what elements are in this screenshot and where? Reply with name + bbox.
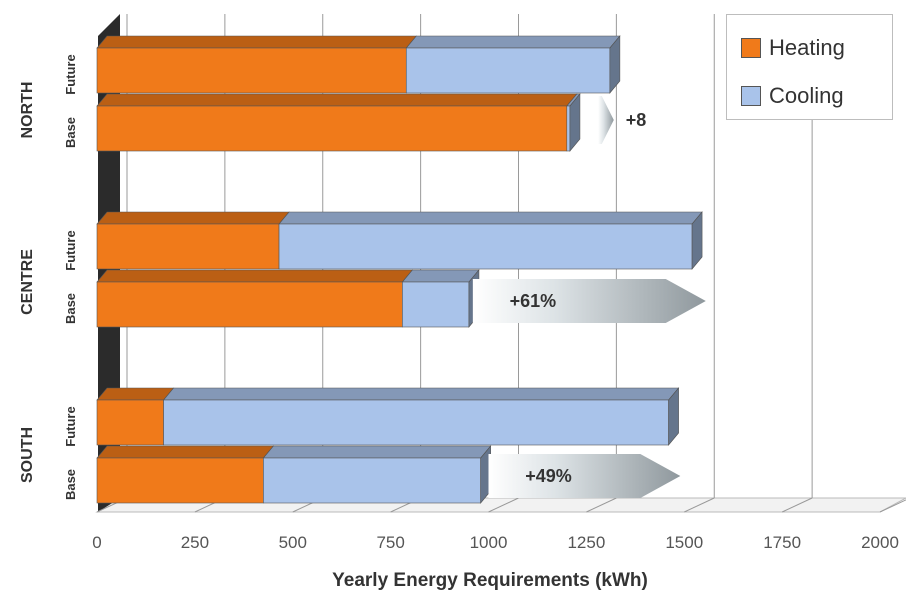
- bar-top-heating: [96, 269, 414, 283]
- legend: Heating Cooling: [726, 14, 893, 120]
- bar-top-heating: [96, 445, 275, 459]
- bar-top-cooling: [405, 35, 621, 49]
- bar-cooling: [566, 105, 571, 152]
- tick-label-x: 750: [376, 533, 404, 552]
- legend-label-cooling: Cooling: [769, 83, 844, 108]
- bar-label: Future: [63, 54, 78, 94]
- bar-label: Base: [63, 117, 78, 148]
- tick-label-x: 1750: [763, 533, 801, 552]
- bar-label: Future: [63, 406, 78, 446]
- bar-top-heating: [96, 387, 175, 401]
- gridline-floor: [879, 499, 906, 513]
- tick-label-x: 0: [92, 533, 101, 552]
- bar-side: [668, 387, 679, 446]
- bar-top-heating: [96, 93, 578, 107]
- bar-heating: [96, 457, 264, 504]
- bar-heating: [96, 399, 164, 446]
- bar-heating: [96, 47, 407, 94]
- group-label: CENTRE: [19, 249, 36, 315]
- bar-label: Base: [63, 293, 78, 324]
- bar-top-heating: [96, 211, 290, 225]
- tick-label-x: 1000: [470, 533, 508, 552]
- bar-side: [609, 35, 621, 94]
- bar-cooling: [278, 223, 693, 270]
- bar-cooling: [402, 281, 470, 328]
- bar-layer: [96, 35, 703, 504]
- annotation-arrow: [488, 454, 681, 498]
- bar-top-cooling: [162, 387, 680, 401]
- annotation-label: +61%: [510, 291, 557, 311]
- legend-item-cooling: Cooling: [741, 83, 844, 109]
- group-label: SOUTH: [19, 427, 36, 483]
- bar-top-cooling: [278, 211, 703, 225]
- bar-cooling: [405, 47, 611, 94]
- group-label: NORTH: [19, 82, 36, 139]
- tick-label-x: 1500: [665, 533, 703, 552]
- bar-top-heating: [96, 35, 417, 49]
- bar-cooling: [263, 457, 481, 504]
- bar-label: Future: [63, 230, 78, 270]
- bar-top-cooling: [262, 445, 492, 459]
- bar-heating: [96, 281, 403, 328]
- annotation-layer: +8 +61% +49%: [472, 96, 706, 498]
- bar-heating: [96, 223, 280, 270]
- bar-heating: [96, 105, 568, 152]
- tick-label-x: 1250: [567, 533, 605, 552]
- annotation-label: +49%: [525, 466, 572, 486]
- tick-label-x: 2000: [861, 533, 899, 552]
- x-axis-title: Yearly Energy Requirements (kWh): [332, 570, 648, 591]
- tick-label-x: 500: [279, 533, 307, 552]
- bar-side: [569, 93, 581, 152]
- annotation-arrow: [472, 279, 706, 323]
- bar-cooling: [163, 399, 669, 446]
- bar-top-cooling: [401, 269, 480, 283]
- label-layer: 0 250 500 750 1000 1250 1500 1750 2000 Future Base…: [19, 54, 899, 591]
- tick-label-x: 250: [181, 533, 209, 552]
- annotation-arrow: [598, 96, 614, 144]
- legend-item-heating: Heating: [741, 35, 845, 61]
- bar-label: Base: [63, 469, 78, 500]
- bar-side: [691, 211, 703, 270]
- gridline-floor: [488, 497, 519, 513]
- gridline-floor: [684, 497, 715, 513]
- annotation-label: +8: [626, 110, 647, 130]
- legend-label-heating: Heating: [769, 35, 845, 60]
- gridline-floor: [781, 497, 813, 513]
- gridline-floor: [586, 497, 617, 513]
- legend-swatch-heating: [741, 38, 761, 58]
- legend-swatch-cooling: [741, 86, 761, 106]
